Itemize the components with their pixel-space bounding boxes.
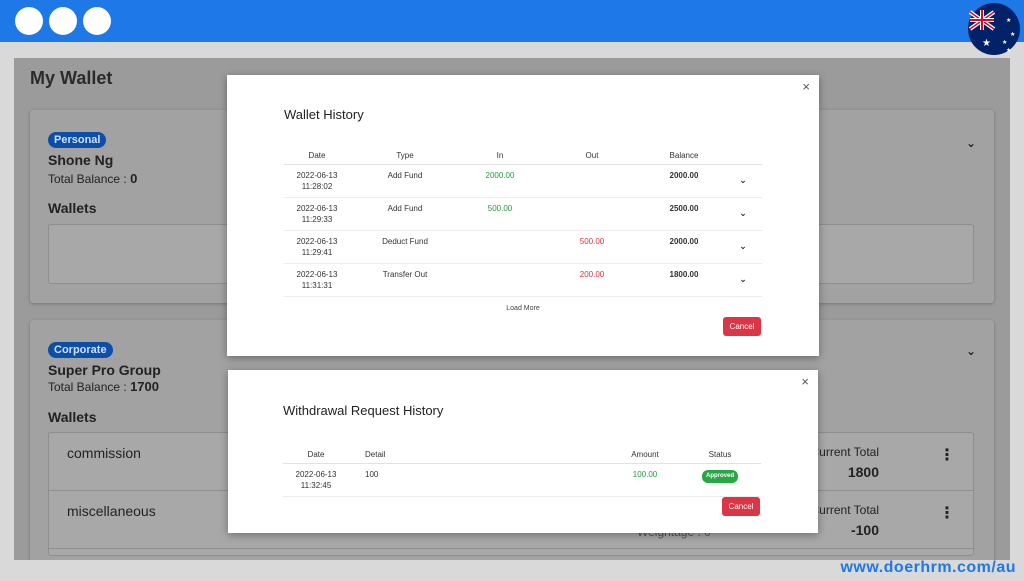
- out-cell: [540, 164, 644, 198]
- table-row[interactable]: 2022-06-13 11:31:31 Transfer Out 200.00 1…: [284, 263, 762, 297]
- svg-text:★: ★: [1002, 39, 1007, 46]
- window-dot-1[interactable]: [15, 7, 43, 35]
- cancel-button[interactable]: Cancel: [722, 497, 760, 516]
- date-cell: 2022-06-13 11:29:33: [284, 197, 350, 231]
- more-options-icon[interactable]: ⋮: [939, 447, 955, 464]
- date-cell: 2022-06-13 11:28:02: [284, 164, 350, 198]
- column-header-balance: Balance: [644, 147, 724, 165]
- balance-cell: 2000.00: [644, 164, 724, 198]
- type-cell: Add Fund: [350, 164, 460, 198]
- close-icon[interactable]: ×: [802, 79, 810, 94]
- load-more-link[interactable]: Load More: [506, 305, 540, 312]
- current-total-value: 1800: [847, 464, 879, 480]
- account-type-badge: Corporate: [48, 342, 113, 358]
- in-cell: 2000.00: [460, 164, 540, 198]
- account-name: Super Pro Group: [48, 362, 161, 378]
- table-row[interactable]: 2022-06-13 11:29:33 Add Fund 500.00 2500.…: [284, 197, 762, 231]
- chevron-down-icon[interactable]: ⌄: [724, 164, 762, 198]
- wallet-history-modal: × Wallet History Date Type In Out Balanc…: [227, 75, 819, 356]
- current-total-value: -100: [850, 522, 879, 538]
- in-cell: [460, 263, 540, 297]
- wallets-heading: Wallets: [48, 200, 97, 216]
- account-name: Shone Ng: [48, 152, 114, 168]
- column-header-date: Date: [284, 147, 350, 165]
- wallet-history-table: Date Type In Out Balance 2022-06-13 11:28…: [284, 147, 762, 297]
- date-cell: 2022-06-13 11:32:45: [283, 463, 349, 497]
- svg-text:★: ★: [982, 38, 991, 49]
- cancel-button[interactable]: Cancel: [723, 317, 761, 336]
- status-cell: Approved: [679, 463, 761, 497]
- wallet-name: miscellaneous: [67, 503, 156, 519]
- chevron-down-icon[interactable]: ⌄: [724, 197, 762, 231]
- chevron-down-icon[interactable]: ⌄: [965, 136, 976, 150]
- chevron-down-icon[interactable]: ⌄: [724, 263, 762, 297]
- svg-text:★: ★: [1006, 17, 1011, 24]
- date-cell: 2022-06-13 11:31:31: [284, 263, 350, 297]
- table-header-row: Date Detail Amount Status: [283, 446, 761, 464]
- modal-title: Withdrawal Request History: [283, 403, 444, 418]
- table-row[interactable]: 2022-06-13 11:28:02 Add Fund 2000.00 2000…: [284, 164, 762, 198]
- balance-cell: 2000.00: [644, 230, 724, 264]
- footer-url-link[interactable]: www.doerhrm.com/au: [840, 559, 1016, 576]
- wallets-heading: Wallets: [48, 409, 97, 425]
- total-balance: Total Balance : 1700: [48, 379, 159, 394]
- window-dot-2[interactable]: [49, 7, 77, 35]
- chevron-down-icon[interactable]: ⌄: [724, 230, 762, 264]
- balance-cell: 1800.00: [644, 263, 724, 297]
- table-header-row: Date Type In Out Balance: [284, 147, 762, 165]
- date-cell: 2022-06-13 11:29:41: [284, 230, 350, 264]
- wallet-row[interactable]: commission Current Total 1800 ⋮: [49, 433, 973, 491]
- table-row[interactable]: 2022-06-13 11:29:41 Deduct Fund 500.00 20…: [284, 230, 762, 264]
- type-cell: Deduct Fund: [350, 230, 460, 264]
- column-header-type: Type: [350, 147, 460, 165]
- total-balance: Total Balance : 0: [48, 171, 138, 186]
- column-header-out: Out: [540, 147, 644, 165]
- type-cell: Transfer Out: [350, 263, 460, 297]
- page-title: My Wallet: [30, 68, 113, 88]
- out-cell: 500.00: [540, 230, 644, 264]
- amount-cell: 100.00: [611, 463, 679, 497]
- current-total-label: Current Total: [810, 445, 879, 459]
- column-header-date: Date: [283, 446, 349, 464]
- out-cell: 200.00: [540, 263, 644, 297]
- window-chrome-bar: [0, 0, 1024, 42]
- column-header-detail: Detail: [349, 446, 611, 464]
- svg-text:★: ★: [1006, 47, 1011, 54]
- withdrawal-history-table: Date Detail Amount Status 2022-06-13 11:3…: [283, 446, 761, 497]
- column-header-status: Status: [679, 446, 761, 464]
- column-header-amount: Amount: [611, 446, 679, 464]
- in-cell: [460, 230, 540, 264]
- svg-text:★: ★: [1010, 31, 1015, 38]
- table-row[interactable]: 2022-06-13 11:32:45 100 100.00 Approved: [283, 463, 761, 497]
- type-cell: Add Fund: [350, 197, 460, 231]
- account-type-badge: Personal: [48, 132, 107, 148]
- window-dot-3[interactable]: [83, 7, 111, 35]
- chevron-down-icon[interactable]: ⌄: [965, 344, 976, 358]
- balance-cell: 2500.00: [644, 197, 724, 231]
- more-options-icon[interactable]: ⋮: [939, 505, 955, 522]
- australia-flag-icon: ★ ★ ★ ★ ★: [968, 3, 1020, 55]
- withdrawal-history-modal: × Withdrawal Request History Date Detail…: [228, 370, 818, 533]
- current-total-label: Current Total: [810, 503, 879, 517]
- detail-cell: 100: [349, 463, 611, 497]
- column-header-expand: [724, 147, 762, 165]
- out-cell: [540, 197, 644, 231]
- wallet-name: commission: [67, 445, 141, 461]
- in-cell: 500.00: [460, 197, 540, 231]
- column-header-in: In: [460, 147, 540, 165]
- modal-title: Wallet History: [284, 107, 364, 122]
- status-badge: Approved: [701, 470, 738, 483]
- close-icon[interactable]: ×: [801, 374, 809, 389]
